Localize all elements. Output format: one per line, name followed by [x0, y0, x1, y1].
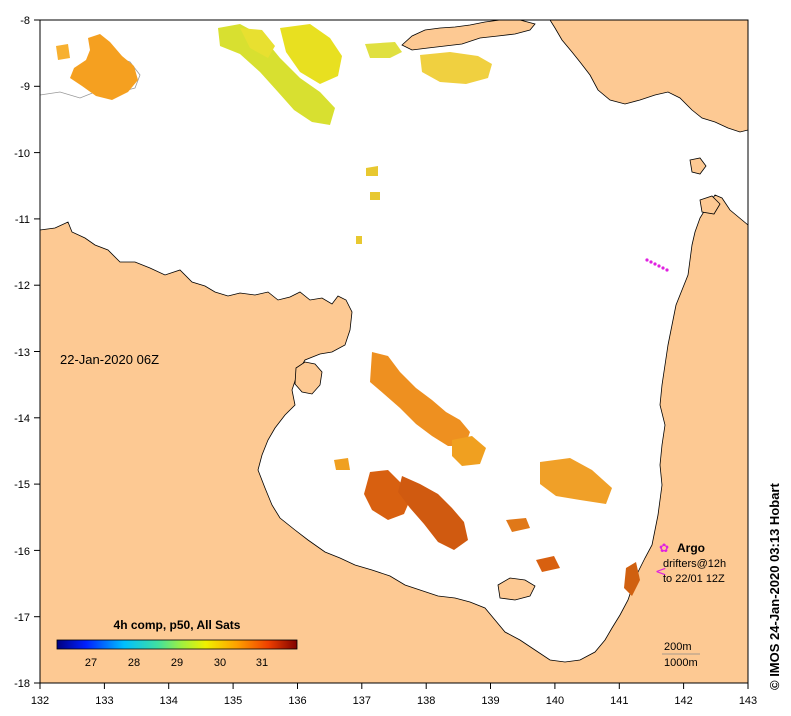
- land-groote-eylandt: [294, 361, 323, 395]
- lon-axis: [39, 683, 749, 689]
- contour-1000-label: 1000m: [664, 657, 698, 669]
- drifter-arrow-icon: <: [655, 564, 667, 580]
- contour-200-label: 200m: [664, 641, 692, 653]
- argo-label: Argo: [677, 541, 705, 555]
- sst-patch-north-2: [280, 24, 342, 84]
- lat-tick-label: -9: [20, 81, 30, 93]
- drifter-point: [657, 264, 661, 268]
- colorbar-tick: 28: [128, 657, 140, 669]
- sst-patch-gulf-8: [624, 562, 640, 596]
- lon-tick-label: 136: [288, 695, 306, 707]
- sst-patch-gulf-3: [540, 458, 612, 504]
- sst-patch-north-1: [218, 24, 335, 125]
- lat-tick-label: -13: [14, 347, 30, 359]
- sst-patch-gulf-9: [334, 458, 350, 470]
- lon-tick-label: 143: [739, 695, 757, 707]
- contour-legend: 200m 1000m: [662, 641, 700, 669]
- sst-patch-gulf-7: [536, 556, 560, 572]
- drifter-label-line1: drifters@12h: [663, 558, 726, 570]
- lon-tick-label: 132: [31, 695, 49, 707]
- sst-patch-north-7: [370, 192, 380, 200]
- sst-patch-gulf-1: [370, 352, 470, 446]
- drifter-point: [645, 258, 649, 262]
- lat-tick-label: -17: [14, 612, 30, 624]
- sst-patch-nw-small: [56, 44, 70, 60]
- drifter-point: [653, 262, 657, 266]
- land-island-east-2: [699, 195, 721, 215]
- lat-tick-label: -8: [20, 15, 30, 27]
- lon-tick-label: 135: [224, 695, 242, 707]
- lat-tick-label: -18: [14, 678, 30, 690]
- sst-patch-gulf-2: [452, 436, 486, 466]
- lat-tick-label: -14: [14, 413, 30, 425]
- lat-tick-labels: -8 -9 -10 -11 -12 -13 -14 -15 -16 -17 -1…: [14, 15, 30, 690]
- date-label: 22-Jan-2020 06Z: [60, 352, 159, 367]
- sst-patch-north-8: [356, 236, 362, 244]
- drifter-label-line2: to 22/01 12Z: [663, 573, 725, 585]
- lon-tick-label: 137: [353, 695, 371, 707]
- drifter-point: [661, 266, 665, 270]
- argo-drifters: [645, 258, 669, 272]
- sst-patch-north-5: [420, 52, 492, 84]
- sst-patch-gulf-5: [398, 476, 468, 550]
- land-island-east: [689, 157, 707, 175]
- lon-tick-label: 141: [610, 695, 628, 707]
- sst-patch-gulf-4: [364, 470, 410, 520]
- colorbar-tick: 27: [85, 657, 97, 669]
- lat-tick-label: -11: [15, 214, 30, 226]
- lon-tick-label: 134: [160, 695, 178, 707]
- lat-tick-label: -16: [14, 546, 30, 558]
- lat-tick-label: -10: [14, 148, 30, 160]
- land-mornington-island: [497, 577, 536, 601]
- sst-patch-north-3: [240, 28, 275, 58]
- land-new-guinea: [401, 20, 536, 51]
- sst-patch-gulf-6: [506, 518, 530, 532]
- sst-patch-north-4: [365, 42, 402, 58]
- sst-patch-north-6: [366, 166, 378, 176]
- argo-icon: ✿: [659, 541, 669, 555]
- land-northern-territory: [40, 194, 748, 683]
- lon-tick-label: 138: [417, 695, 435, 707]
- lon-tick-labels: 132 133 134 135 136 137 138 139 140 141 …: [31, 695, 757, 707]
- lon-tick-label: 142: [674, 695, 692, 707]
- drifter-point: [665, 268, 669, 272]
- colorbar-legend: 4h comp, p50, All Sats 27 28 29 30 31: [56, 618, 298, 669]
- sst-patches: [56, 24, 640, 596]
- lat-tick-label: -12: [14, 280, 30, 292]
- drifter-legend: ✿ Argo drifters@12h < to 22/01 12Z: [655, 541, 726, 585]
- lon-tick-label: 140: [546, 695, 564, 707]
- credit-text: © IMOS 24-Jan-2020 03:13 Hobart: [767, 483, 782, 690]
- lat-tick-label: -15: [14, 479, 30, 491]
- drifter-point: [649, 260, 653, 264]
- colorbar-tick: 29: [171, 657, 183, 669]
- land-cape-york: [549, 20, 748, 133]
- lon-tick-label: 139: [481, 695, 499, 707]
- colorbar-tick: 31: [256, 657, 268, 669]
- lon-tick-label: 133: [95, 695, 113, 707]
- sst-patch-nw: [70, 34, 138, 100]
- colorbar-tick: 30: [214, 657, 226, 669]
- colorbar: [56, 639, 298, 650]
- lat-axis: [34, 19, 40, 684]
- colorbar-title: 4h comp, p50, All Sats: [114, 618, 241, 632]
